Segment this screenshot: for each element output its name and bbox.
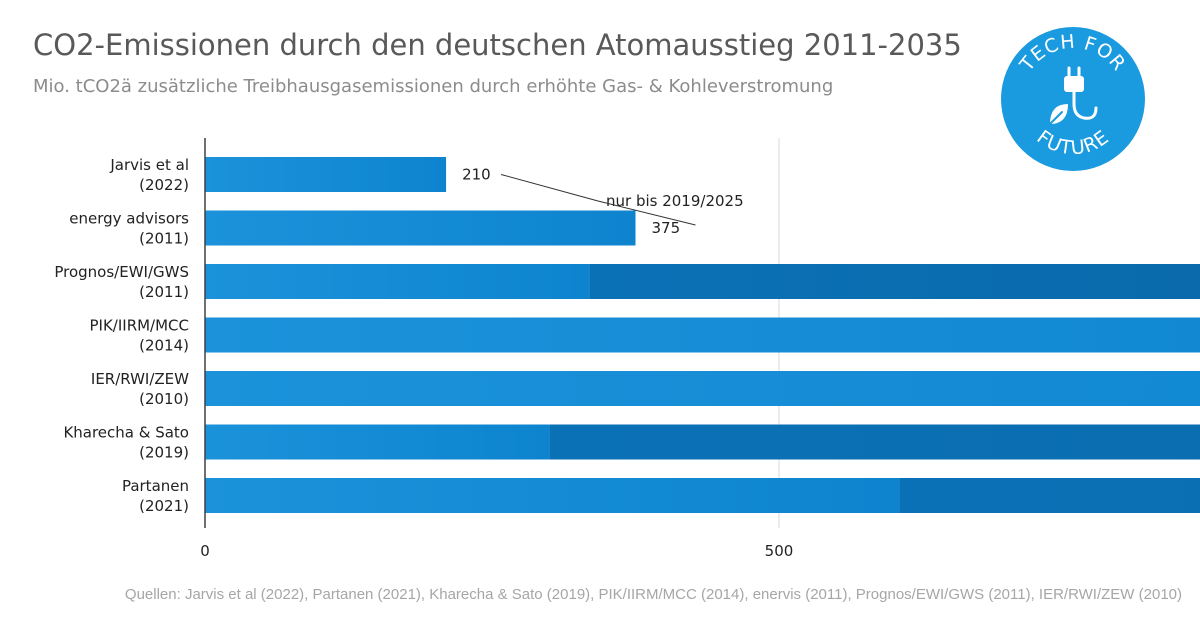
bar-dark-segment: [589, 264, 1200, 299]
bar-light-segment: [205, 478, 900, 513]
source-note: Quellen: Jarvis et al (2022), Partanen (…: [124, 586, 1182, 603]
bar-light-segment: [205, 371, 1200, 406]
category-label: IER/RWI/ZEW: [91, 370, 189, 388]
bar-light-segment: [205, 317, 1200, 353]
axis: 05001.0001.500: [200, 138, 794, 560]
data-label: 375: [652, 219, 681, 237]
category-label: Jarvis et al: [109, 156, 189, 174]
bar-light-segment: [205, 210, 636, 246]
category-label-year: (2014): [139, 337, 189, 355]
category-label: energy advisors: [69, 210, 189, 228]
bar-dark-segment: [549, 424, 1200, 460]
annotation-leader-line: [500, 174, 599, 202]
tech-for-future-logo: TECH FOR FUTURE: [1001, 27, 1145, 171]
labels: 210 Jarvis et al (2022) 375 energy advisors (…: [54, 156, 681, 515]
category-label: PIK/IIRM/MCC: [89, 317, 189, 335]
chart-subtitle: Mio. tCO2ä zusätzliche Treibhausgasemiss…: [33, 76, 834, 97]
plug-leaf-icon: [1049, 66, 1098, 125]
x-tick-label: 0: [200, 542, 210, 560]
bars: [205, 157, 1200, 513]
annotation-leader-line: [597, 200, 696, 226]
bar-light-segment: [205, 264, 590, 299]
bar-light-segment: [205, 424, 550, 460]
category-label-year: (2022): [139, 176, 189, 194]
x-tick-label: 500: [765, 542, 794, 560]
category-label: Partanen: [122, 477, 189, 495]
annotations: nur bis 2019/20252020-2035 nur für 6 AKW: [500, 174, 744, 226]
category-label: Kharecha & Sato: [63, 424, 189, 442]
bar-dark-segment: [899, 478, 1200, 513]
category-label-year: (2021): [139, 497, 189, 515]
category-label-year: (2011): [139, 283, 189, 301]
chart-title: CO2-Emissionen durch den deutschen Atoma…: [33, 28, 962, 62]
category-label: Prognos/EWI/GWS: [54, 263, 189, 281]
category-label-year: (2010): [139, 390, 189, 408]
category-label-year: (2011): [139, 230, 189, 248]
data-label: 210: [462, 166, 491, 184]
annotation-text: nur bis 2019/2025: [606, 192, 744, 210]
category-label-year: (2019): [139, 444, 189, 462]
bar-light-segment: [205, 157, 447, 192]
